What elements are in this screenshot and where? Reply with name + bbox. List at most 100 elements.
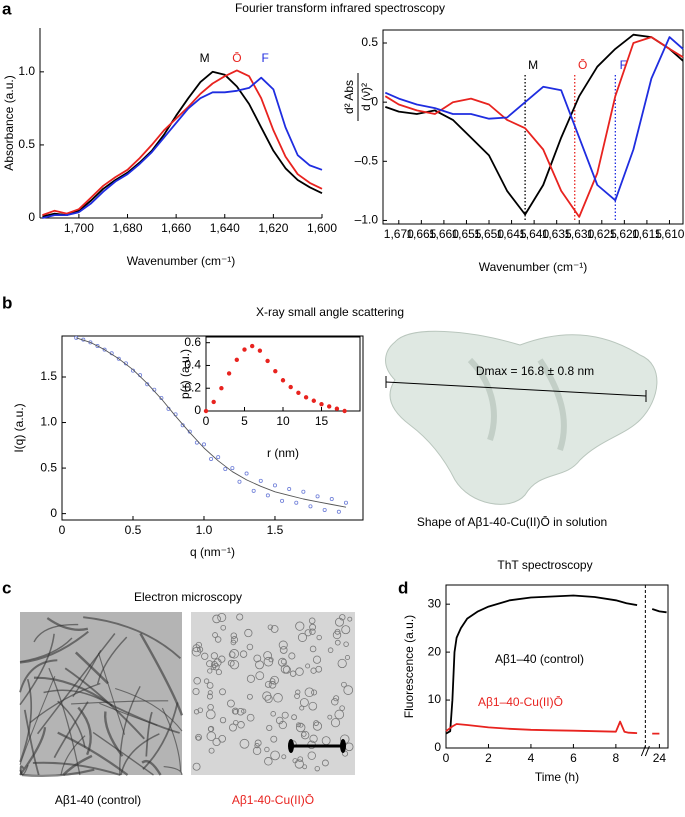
- oligomer: [212, 737, 221, 747]
- oligomer: [339, 705, 345, 711]
- data-point: [296, 390, 301, 395]
- series-label: M: [528, 58, 538, 72]
- y-tick-label: 0: [434, 740, 441, 754]
- series-label: Aβ1–40-Cu(II)Ō: [478, 695, 563, 709]
- x-tick-label: 1,635: [542, 227, 572, 241]
- oligomer: [246, 713, 255, 722]
- oligomer: [339, 614, 346, 621]
- oligomer: [226, 699, 235, 708]
- oligomer: [205, 709, 216, 720]
- plot-frame: [61, 335, 364, 521]
- fibril: [64, 667, 145, 740]
- oligomer: [268, 681, 277, 689]
- oligomer: [230, 636, 239, 644]
- data-point: [288, 384, 293, 390]
- fibril: [60, 735, 86, 776]
- oligomer: [246, 693, 253, 700]
- fibril: [115, 687, 183, 732]
- data-point: [265, 358, 270, 364]
- oligomer: [192, 762, 201, 771]
- y-tick-label: 0: [194, 403, 201, 417]
- fibril: [46, 617, 89, 631]
- oligomer: [299, 705, 305, 711]
- fibril: [62, 754, 93, 776]
- dmax-line: [385, 381, 647, 397]
- oligomer: [273, 693, 283, 703]
- fibril: [19, 633, 55, 706]
- data-point: [327, 404, 332, 409]
- oligomer: [309, 623, 316, 631]
- oligomer: [236, 708, 245, 716]
- x-tick-label: 0.5: [125, 523, 142, 537]
- oligomer: [342, 750, 349, 757]
- fibril: [19, 678, 33, 763]
- panel-title: X-ray small angle scattering: [256, 305, 404, 319]
- fibril: [19, 727, 47, 776]
- y-axis-label: p(r) (a.u.): [178, 349, 192, 399]
- x-axis-label: Wavenumber (cm⁻¹): [479, 260, 588, 274]
- x-tick-label: 1,660: [429, 227, 459, 241]
- oligomer: [300, 730, 310, 740]
- plot-frame: [445, 584, 669, 749]
- oligomer: [196, 646, 204, 653]
- y-tick-label: 0: [50, 506, 57, 520]
- data-point: [258, 478, 263, 483]
- y-tick-label: 0.5: [361, 35, 378, 49]
- oligomer: [219, 688, 226, 696]
- data-point: [265, 493, 270, 498]
- data-point: [280, 498, 285, 503]
- data-point: [203, 408, 209, 414]
- fibril: [139, 632, 184, 716]
- oligomer: [268, 657, 274, 663]
- data-point: [343, 500, 348, 505]
- oligomer: [281, 754, 287, 760]
- shape-annotation: Dmax = 16.8 ± 0.8 nm: [476, 364, 594, 378]
- oligomer: [297, 756, 304, 763]
- data-point: [287, 487, 292, 492]
- data-point: [74, 335, 79, 340]
- x-tick-label: 24: [653, 751, 667, 765]
- data-point: [315, 494, 320, 499]
- data-point: [237, 479, 242, 484]
- scale-bar-end: [288, 739, 294, 753]
- oligomer: [309, 645, 317, 653]
- oligomer: [282, 665, 291, 674]
- data-point: [303, 395, 309, 400]
- oligomer: [206, 682, 214, 689]
- micrograph: [191, 612, 355, 775]
- series-line: [385, 33, 684, 216]
- data-point: [294, 500, 299, 505]
- oligomer: [343, 641, 349, 647]
- oligomer: [313, 720, 320, 726]
- oligomer: [309, 734, 318, 743]
- oligomer: [341, 681, 347, 688]
- oligomer: [341, 625, 351, 635]
- oligomer: [214, 636, 222, 643]
- oligomer: [217, 612, 227, 622]
- fibril: [83, 616, 182, 659]
- x-tick-label: 1,610: [654, 227, 684, 241]
- oligomer: [253, 654, 262, 663]
- oligomer: [246, 674, 255, 683]
- data-point: [242, 347, 247, 352]
- oligomer: [264, 746, 270, 753]
- x-tick-label: 1,655: [451, 227, 481, 241]
- oligomer: [264, 757, 273, 766]
- oligomer: [228, 723, 237, 732]
- fibril: [33, 676, 113, 707]
- data-point: [88, 340, 93, 345]
- x-tick-label: 1,640: [210, 221, 240, 235]
- x-tick-label: 0: [203, 414, 210, 428]
- series-label: Ō: [578, 58, 587, 72]
- oligomer: [255, 660, 264, 670]
- oligomer: [280, 664, 290, 674]
- oligomer: [206, 731, 216, 741]
- oligomer: [344, 654, 351, 661]
- fibril: [141, 759, 162, 776]
- oligomer: [266, 724, 273, 732]
- series-line: [384, 36, 684, 218]
- panel-title: Fourier transform infrared spectroscopy: [235, 1, 445, 15]
- data-point: [329, 497, 334, 502]
- oligomer: [270, 750, 280, 761]
- x-tick-label: 0: [59, 523, 66, 537]
